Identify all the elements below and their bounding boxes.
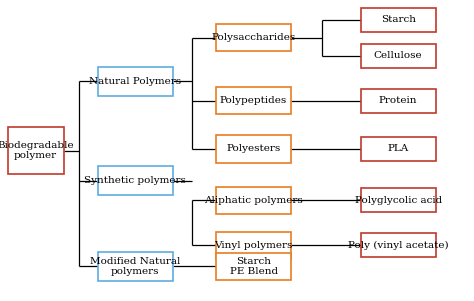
FancyBboxPatch shape [216, 232, 291, 259]
Text: Cellulose: Cellulose [374, 51, 422, 60]
Text: Starch: Starch [381, 15, 416, 24]
FancyBboxPatch shape [216, 24, 291, 51]
FancyBboxPatch shape [98, 166, 173, 195]
Text: Modified Natural
polymers: Modified Natural polymers [90, 257, 180, 276]
FancyBboxPatch shape [216, 135, 291, 163]
Text: PLA: PLA [388, 144, 409, 154]
FancyBboxPatch shape [361, 8, 436, 32]
FancyBboxPatch shape [361, 89, 436, 113]
FancyBboxPatch shape [361, 44, 436, 68]
FancyBboxPatch shape [216, 187, 291, 214]
FancyBboxPatch shape [361, 188, 436, 212]
Text: Synthetic polymers: Synthetic polymers [84, 176, 186, 185]
Text: Aliphatic polymers: Aliphatic polymers [204, 196, 303, 205]
FancyBboxPatch shape [98, 252, 173, 281]
Text: Polyesters: Polyesters [227, 144, 281, 154]
Text: Vinyl polymers: Vinyl polymers [214, 241, 293, 250]
FancyBboxPatch shape [98, 67, 173, 96]
FancyBboxPatch shape [361, 233, 436, 257]
FancyBboxPatch shape [361, 137, 436, 161]
Text: Polypeptides: Polypeptides [220, 96, 287, 105]
Text: Poly (vinyl acetate): Poly (vinyl acetate) [348, 241, 448, 250]
Text: Protein: Protein [379, 96, 418, 105]
Text: Polyglycolic acid: Polyglycolic acid [355, 196, 442, 205]
Text: Biodegradable
polymer: Biodegradable polymer [0, 141, 74, 160]
FancyBboxPatch shape [216, 253, 291, 280]
FancyBboxPatch shape [216, 87, 291, 114]
Text: Natural Polymers: Natural Polymers [89, 77, 181, 86]
Text: Polysaccharides: Polysaccharides [211, 33, 296, 42]
Text: Starch
PE Blend: Starch PE Blend [229, 257, 278, 276]
FancyBboxPatch shape [8, 127, 64, 174]
